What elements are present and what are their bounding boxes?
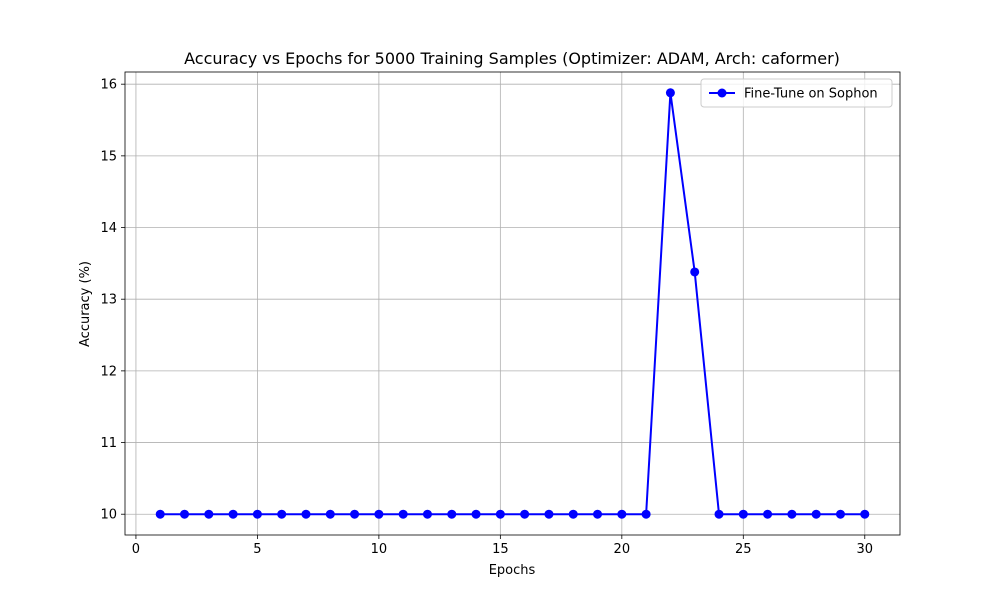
data-point (714, 509, 724, 519)
data-point (593, 509, 603, 519)
y-tick-label: 15 (100, 149, 117, 164)
data-point (277, 509, 287, 519)
data-point (398, 509, 408, 519)
data-point (374, 509, 384, 519)
x-tick-label: 5 (253, 542, 261, 557)
data-point (617, 509, 627, 519)
data-point (204, 509, 214, 519)
data-point (835, 509, 845, 519)
data-point (763, 509, 773, 519)
axes: 0 5 10 15 20 25 30 10 11 12 13 14 15 16 (100, 71, 901, 557)
y-tick-label: 16 (100, 78, 117, 93)
data-point (544, 509, 554, 519)
legend-marker-swatch (717, 88, 727, 98)
data-point (252, 509, 262, 519)
data-point (738, 509, 748, 519)
x-tick-label: 10 (371, 542, 388, 557)
data-point (325, 509, 335, 519)
data-point (471, 509, 481, 519)
y-tick-label: 14 (100, 221, 117, 236)
x-tick-label: 25 (735, 542, 752, 557)
data-point (860, 509, 870, 519)
y-axis-label: Accuracy (%) (78, 261, 93, 347)
y-tick-label: 10 (100, 508, 117, 523)
data-point (350, 509, 360, 519)
x-tick-label: 0 (132, 542, 140, 557)
data-point (787, 509, 797, 519)
x-tick-label: 15 (492, 542, 509, 557)
data-point (155, 509, 165, 519)
chart-title: Accuracy vs Epochs for 5000 Training Sam… (184, 49, 840, 68)
data-point (690, 267, 700, 277)
x-tick-label: 30 (856, 542, 873, 557)
y-tick-label: 13 (100, 293, 117, 308)
data-point (665, 88, 675, 98)
data-point (228, 509, 238, 519)
data-point (641, 509, 651, 519)
data-point (180, 509, 190, 519)
legend: Fine-Tune on Sophon (700, 78, 893, 108)
y-tick-label: 11 (100, 436, 117, 451)
data-point (495, 509, 505, 519)
data-point (568, 509, 578, 519)
grid (125, 72, 900, 535)
plot-frame (124, 71, 901, 536)
series-group (155, 88, 870, 519)
y-tick-label: 12 (100, 364, 117, 379)
legend-label: Fine-Tune on Sophon (744, 87, 878, 102)
data-point (811, 509, 821, 519)
data-point (422, 509, 432, 519)
x-axis-label: Epochs (489, 563, 536, 578)
data-point (520, 509, 530, 519)
data-point (447, 509, 457, 519)
data-point (301, 509, 311, 519)
x-tick-label: 20 (614, 542, 631, 557)
legend-box (700, 78, 893, 108)
